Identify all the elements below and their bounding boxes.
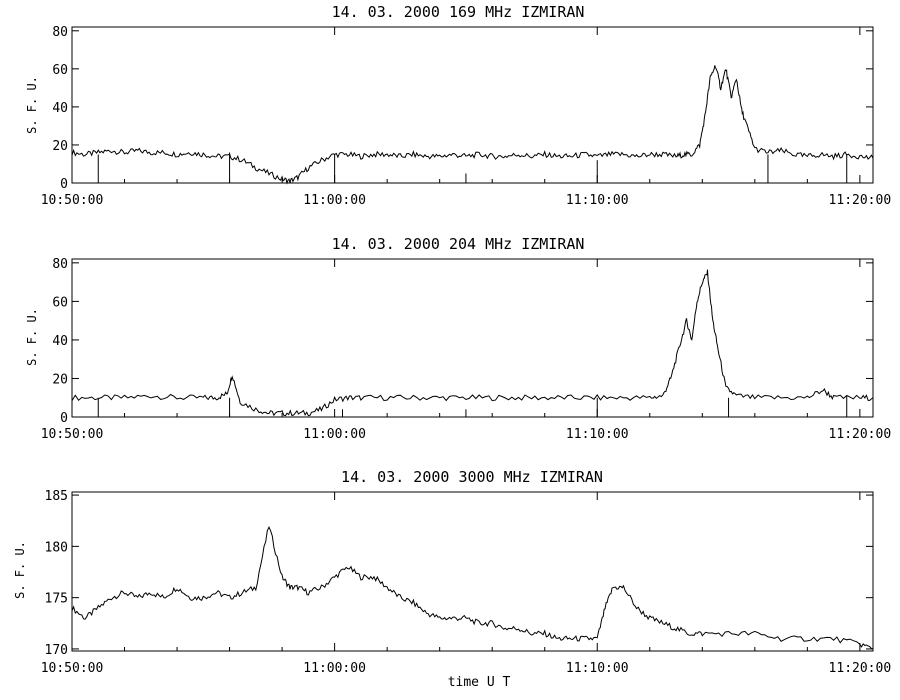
chart-3000mhz-series-line [71,526,874,650]
chart-204mhz-ytick-label: 80 [52,257,68,272]
chart-204mhz-data-layer: 0 20 40 60 80 10:50:00 11:00:00 11:10:00 11:20:0… [41,257,891,442]
chart-204mhz-title: 14. 03. 2000 204 MHz IZMIRAN [332,235,585,253]
chart-3000mhz-xtick-label: 10:50:00 [41,661,104,676]
chart-204mhz-ytick-label: 40 [52,334,68,349]
chart-169mhz-xtick-label: 11:10:00 [566,193,629,208]
chart-169mhz-xtick-label: 11:00:00 [303,193,366,208]
chart-169mhz-title: 14. 03. 2000 169 MHz IZMIRAN [332,3,585,21]
chart-204mhz-ytick-label: 60 [52,295,68,310]
chart-169mhz-xtick-label: 11:20:00 [829,193,892,208]
chart-204mhz-xtick-label: 11:00:00 [303,427,366,442]
chart-204mhz: 14. 03. 2000 204 MHz IZMIRAN S. F. U. 0 2… [25,235,891,442]
chart-169mhz-xtick-label: 10:50:00 [41,193,104,208]
x-axis-label: time U T [448,675,511,690]
chart-3000mhz-title: 14. 03. 2000 3000 MHz IZMIRAN [341,468,603,486]
chart-3000mhz-xtick-label: 11:00:00 [303,661,366,676]
chart-169mhz-series-line [71,65,874,185]
chart-204mhz-xtick-label: 11:20:00 [829,427,892,442]
chart-169mhz-ylabel: S. F. U. [25,76,39,134]
chart-204mhz-ytick-label: 20 [52,372,68,387]
chart-169mhz: 14. 03. 2000 169 MHz IZMIRAN S. F. U. 0 2… [25,3,891,208]
chart-3000mhz: 14. 03. 2000 3000 MHz IZMIRAN S. F. U. 1… [13,468,891,676]
chart-204mhz-xtick-label: 10:50:00 [41,427,104,442]
chart-3000mhz-ytick-label: 180 [45,540,68,555]
chart-204mhz-xtick-label: 11:10:00 [566,427,629,442]
chart-169mhz-ytick-label: 0 [60,177,68,192]
chart-3000mhz-data-layer: 170 175 180 185 10:50:00 11:00:00 11:10:00 11:2… [41,489,891,676]
chart-204mhz-plot-frame [71,258,874,418]
chart-3000mhz-ytick-label: 185 [45,489,68,504]
chart-204mhz-ylabel: S. F. U. [25,308,39,366]
chart-3000mhz-ylabel: S. F. U. [13,541,27,599]
chart-169mhz-ytick-label: 80 [52,25,68,40]
chart-3000mhz-ytick-label: 175 [45,592,68,607]
chart-169mhz-ytick-label: 20 [52,139,68,154]
chart-3000mhz-ytick-label: 170 [45,643,68,658]
chart-169mhz-data-layer: 0 20 40 60 80 10:50:00 11:00:00 11:10:00 11:20:0… [41,25,891,208]
chart-204mhz-ytick-label: 0 [60,411,68,426]
chart-3000mhz-xtick-label: 11:20:00 [829,661,892,676]
chart-169mhz-ytick-label: 60 [52,63,68,78]
chart-204mhz-series-line [71,269,874,417]
chart-3000mhz-xtick-label: 11:10:00 [566,661,629,676]
chart-169mhz-ytick-label: 40 [52,101,68,116]
chart-3000mhz-plot-frame [71,491,874,652]
chart-169mhz-plot-frame [71,26,874,184]
